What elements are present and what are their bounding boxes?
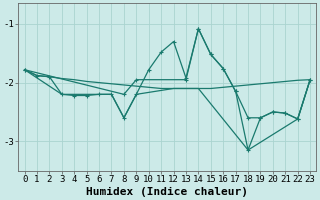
X-axis label: Humidex (Indice chaleur): Humidex (Indice chaleur) (86, 186, 248, 197)
